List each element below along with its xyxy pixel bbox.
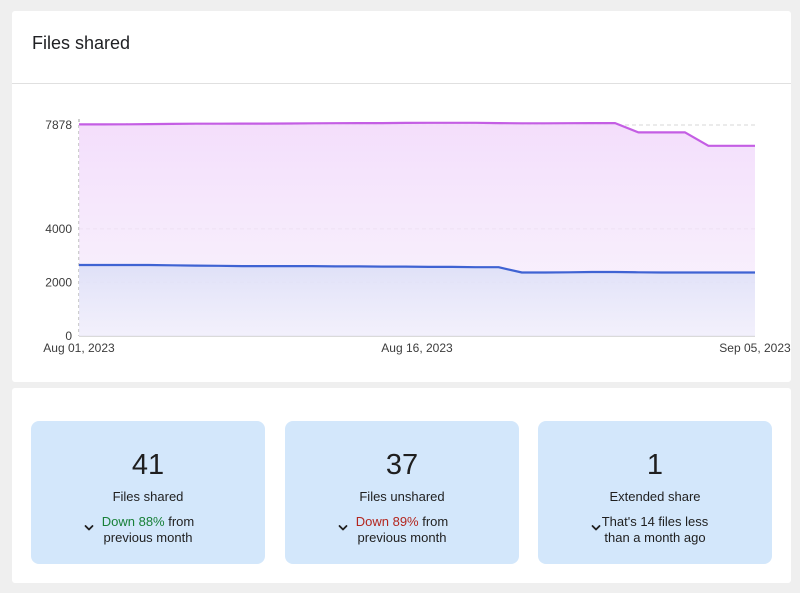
- delta-text: from: [164, 514, 195, 529]
- delta-percent: Down 89%: [355, 514, 419, 529]
- files-shared-chart: 0 2000 4000 7878 Aug 01, 2023 Aug 16, 2023 Se…: [43, 118, 791, 355]
- y-tick-label: 2000: [45, 275, 72, 289]
- stat-value: 37: [385, 449, 419, 481]
- x-tick-label: Aug 16, 2023: [381, 341, 453, 355]
- delta-text: from: [418, 514, 449, 529]
- y-tick-label: 7878: [45, 118, 72, 132]
- stat-tile-files-unshared: 37 Files unshared Down 89% from previous …: [285, 421, 519, 564]
- stat-delta[interactable]: That's 14 files less than a month ago: [538, 514, 772, 546]
- chevron-down-icon[interactable]: [590, 522, 602, 534]
- delta-text-line2: previous month: [357, 530, 447, 545]
- chevron-down-icon[interactable]: [83, 522, 95, 534]
- x-tick-label: Sep 05, 2023: [719, 341, 791, 355]
- series-line: [79, 263, 755, 274]
- delta-text: That's 14 files less: [601, 514, 709, 529]
- delta-text-line2: than a month ago: [604, 530, 706, 545]
- delta-text-line2: previous month: [103, 530, 193, 545]
- stat-label: Files unshared: [359, 489, 445, 504]
- delta-percent: Down 88%: [101, 514, 165, 529]
- files-shared-chart-card: Files shared 0 2000 4000 7878 Aug 01, 2023 A…: [12, 11, 791, 382]
- stat-label: Files shared: [112, 489, 184, 504]
- card-title: Files shared: [32, 33, 131, 53]
- y-tick-label: 0: [65, 329, 72, 343]
- stat-value: 1: [646, 449, 664, 481]
- stat-delta[interactable]: Down 88% from previous month: [31, 514, 265, 546]
- stat-label: Extended share: [609, 489, 701, 504]
- stat-value: 41: [131, 449, 165, 481]
- stat-tile-files-shared: 41 Files shared Down 88% from previous mo…: [31, 421, 265, 564]
- series-line: [79, 121, 755, 147]
- y-tick-label: 4000: [45, 222, 72, 236]
- chevron-down-icon[interactable]: [337, 522, 349, 534]
- series-area: [79, 265, 755, 336]
- x-tick-label: Aug 01, 2023: [43, 341, 115, 355]
- stat-tile-extended-share: 1 Extended share That's 14 files less tha…: [538, 421, 772, 564]
- card-divider: [12, 83, 791, 84]
- stat-delta[interactable]: Down 89% from previous month: [285, 514, 519, 546]
- stats-card: 41 Files shared Down 88% from previous mo…: [12, 388, 791, 583]
